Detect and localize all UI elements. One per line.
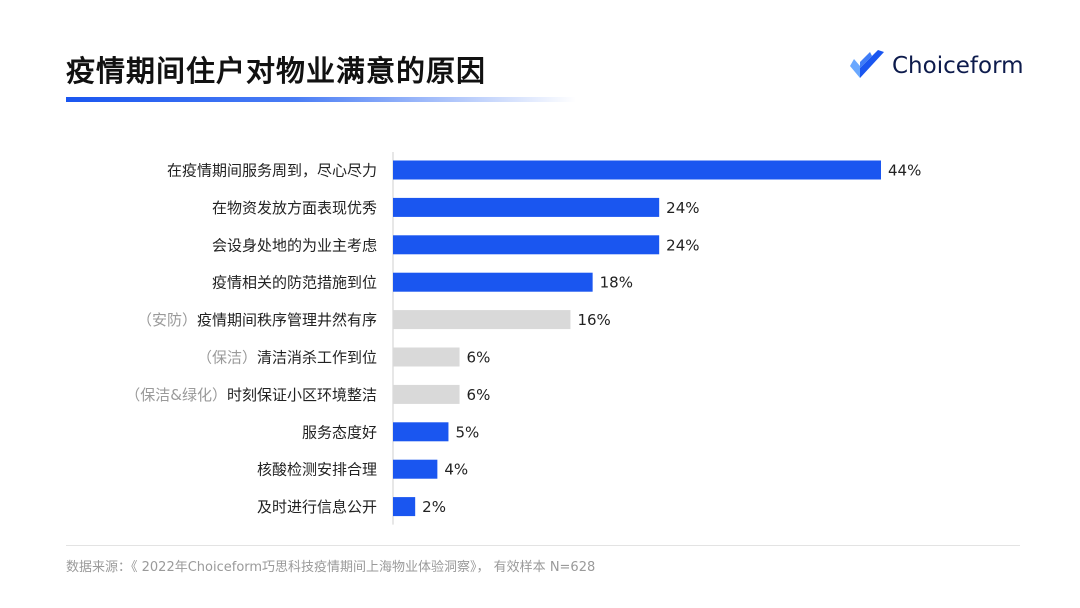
category-label: （安防）疫情期间秩序管理井然有序 — [137, 311, 377, 329]
category-label: （保洁&绿化）时刻保证小区环境整洁 — [125, 386, 377, 404]
data-label: 6% — [467, 386, 491, 404]
data-label: 44% — [888, 162, 921, 180]
bar — [393, 384, 460, 404]
category-label: 在物资发放方面表现优秀 — [212, 199, 377, 217]
bar — [393, 310, 571, 330]
footer-divider — [66, 545, 1020, 546]
category-text: 在疫情期间服务周到，尽心尽力 — [167, 162, 377, 180]
bar — [393, 235, 660, 255]
data-label: 24% — [666, 199, 699, 217]
category-text: 核酸检测安排合理 — [257, 461, 377, 479]
bar — [393, 347, 460, 367]
bar — [393, 459, 438, 479]
brand-logo: Choiceform — [848, 46, 1024, 86]
bar — [393, 160, 881, 180]
category-label: 及时进行信息公开 — [257, 498, 377, 516]
logo-text: Choiceform — [892, 53, 1024, 79]
bar — [393, 197, 660, 217]
category-prefix: （安防） — [137, 311, 197, 329]
category-text: 服务态度好 — [302, 423, 377, 441]
bar — [393, 497, 416, 517]
data-label: 2% — [422, 498, 446, 516]
category-text: 时刻保证小区环境整洁 — [227, 386, 377, 404]
data-label: 4% — [444, 461, 468, 479]
choiceform-logo-icon — [850, 50, 884, 78]
category-label: 会设身处地的为业主考虑 — [212, 236, 377, 254]
data-label: 5% — [455, 423, 479, 441]
category-prefix: （保洁） — [197, 349, 257, 367]
data-label: 24% — [666, 236, 699, 254]
category-text: 清洁消杀工作到位 — [257, 349, 377, 367]
data-label: 18% — [600, 274, 633, 292]
title-underline — [66, 97, 576, 102]
category-label: 疫情相关的防范措施到位 — [212, 274, 377, 292]
category-text: 疫情相关的防范措施到位 — [212, 274, 377, 292]
category-label: 在疫情期间服务周到，尽心尽力 — [167, 162, 377, 180]
category-text: 及时进行信息公开 — [257, 498, 377, 516]
data-label: 6% — [467, 349, 491, 367]
category-label: （保洁）清洁消杀工作到位 — [197, 349, 377, 367]
source-note: 数据来源：《 2022年Choiceform巧思科技疫情期间上海物业体验洞察》，… — [66, 560, 596, 575]
bar — [393, 422, 449, 442]
category-text: 会设身处地的为业主考虑 — [212, 236, 377, 254]
category-label: 核酸检测安排合理 — [257, 461, 377, 479]
category-text: 疫情期间秩序管理井然有序 — [197, 311, 377, 329]
category-prefix: （保洁&绿化） — [125, 386, 227, 404]
category-label: 服务态度好 — [302, 423, 377, 441]
page-title: 疫情期间住户对物业满意的原因 — [66, 54, 487, 88]
bar-chart: 44% 在疫情期间服务周到，尽心尽力 24% 在物资发放方面表现优秀 24% 会设身处地的… — [125, 152, 921, 525]
category-text: 在物资发放方面表现优秀 — [212, 199, 377, 217]
bar — [393, 272, 593, 292]
data-label: 16% — [577, 311, 610, 329]
